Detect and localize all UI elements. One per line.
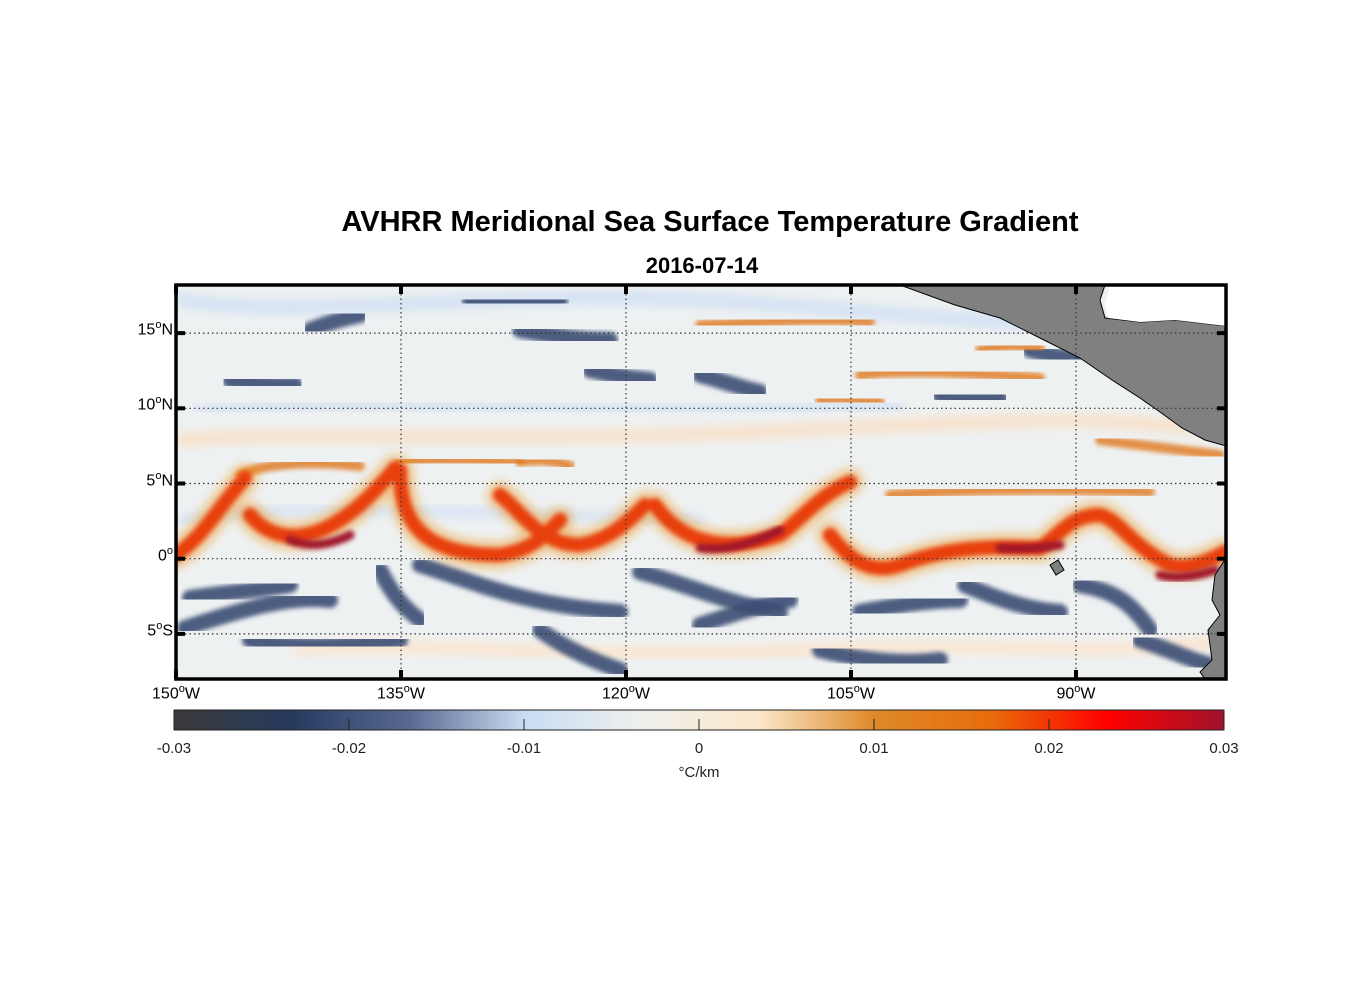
gradient-field <box>176 285 1226 679</box>
galapagos-land <box>1049 559 1065 576</box>
colorbar-tick-label: -0.01 <box>506 740 542 757</box>
negative-gradient-band <box>372 562 428 628</box>
y-tick-label: 5oS <box>147 619 173 640</box>
weak-gradient-band <box>176 290 1107 330</box>
weak-gradient-band <box>294 634 1226 659</box>
no-data-region <box>1105 285 1226 326</box>
negative-gradient-band <box>222 372 303 394</box>
negative-gradient-band <box>1132 632 1218 673</box>
colorbar-tick-label: 0.03 <box>1209 740 1239 757</box>
x-tick-label: 150oW <box>152 683 200 703</box>
equatorial-front <box>176 461 1226 576</box>
x-tick-label: 120oW <box>602 683 650 703</box>
axis-ticks <box>174 285 1226 679</box>
south-america-land <box>1199 557 1226 679</box>
central-america-land <box>899 285 1226 447</box>
negative-gradient-band <box>177 591 338 636</box>
colorbar-tick-label: 0.02 <box>1034 740 1064 757</box>
colorbar-tick-label: 0.01 <box>859 740 889 757</box>
negative-gradient-band <box>412 557 628 620</box>
y-tick-label: 0o <box>157 544 173 565</box>
weak-gradient-band <box>195 400 905 415</box>
negative-gradient-band <box>302 307 368 338</box>
positive-gradient-band <box>1095 435 1225 460</box>
negative-gradient-band <box>242 632 408 654</box>
x-tick-label: 135oW <box>377 683 425 703</box>
negative-gradient-band <box>692 367 768 400</box>
negative-gradient-band <box>1072 577 1158 638</box>
negative-gradient-band <box>582 362 658 388</box>
weak-gradient-band <box>176 413 1226 447</box>
positive-gradient-band <box>975 340 1045 355</box>
negative-gradient-band <box>692 592 798 633</box>
y-tick-label: 5oN <box>146 469 173 489</box>
chart-subtitle: 2016-07-14 <box>645 253 759 278</box>
positive-gradient-band <box>885 484 1155 500</box>
positive-gradient-band <box>695 315 875 330</box>
negative-gradient-band <box>462 292 568 311</box>
negative-gradient-band <box>957 577 1068 620</box>
y-tick-label: 15oN <box>137 319 173 339</box>
negative-gradient-band <box>932 387 1008 408</box>
negative-gradient-band <box>812 642 948 670</box>
colorbar-unit-label: °C/km <box>678 764 720 781</box>
colorbar-tick-label: -0.02 <box>331 740 367 757</box>
positive-gradient-band <box>855 367 1045 383</box>
colorbar-tick-label: -0.03 <box>156 740 192 757</box>
x-tick-label: 105oW <box>827 683 875 703</box>
positive-gradient-band <box>395 454 525 468</box>
negative-gradient-band <box>512 322 618 348</box>
negative-gradient-band <box>182 577 298 606</box>
colorbar <box>173 709 1225 731</box>
negative-gradient-band <box>532 622 628 678</box>
y-tick-label: 10oN <box>137 394 173 414</box>
positive-gradient-band <box>515 455 575 471</box>
strong-gradient-core <box>285 525 1220 582</box>
colorbar-tick-label: 0 <box>694 740 704 757</box>
chart-title: AVHRR Meridional Sea Surface Temperature… <box>341 206 1079 238</box>
x-tick-label: 90oW <box>1056 683 1096 703</box>
negative-gradient-band <box>852 592 968 620</box>
positive-gradient-band <box>815 394 885 407</box>
